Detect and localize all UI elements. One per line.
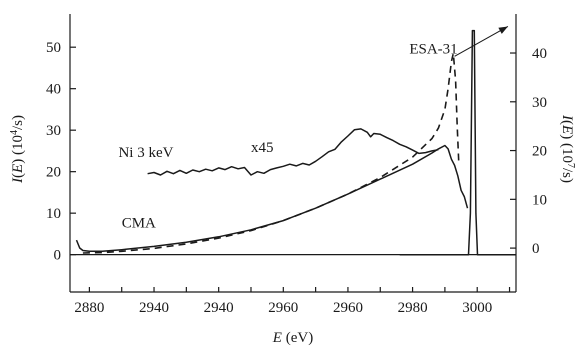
left-y-tick-label: 30	[46, 123, 61, 139]
x-tick-label: 2940	[204, 300, 234, 316]
series-group	[75, 29, 516, 256]
x-tick-label: 2940	[139, 300, 169, 316]
esa-arrowhead	[498, 26, 508, 34]
series-line-esa-31	[82, 52, 460, 254]
right-y-tick-label: 20	[532, 144, 547, 160]
series-line-ni-3-kev-x45	[147, 128, 439, 176]
right-y-tick-label: 10	[532, 192, 547, 208]
esa-annotation: ESA-31	[409, 41, 457, 57]
ni-annotation: Ni 3 keV	[118, 145, 173, 161]
right-y-tick-label: 40	[532, 46, 547, 62]
x-axis-title: E (eV)	[272, 330, 313, 346]
right-y-tick-label: 0	[532, 241, 540, 257]
x-tick-label: 2960	[268, 300, 298, 316]
left-y-axis-title: I(E) (104/s)	[9, 115, 27, 184]
left-y-tick-label: 50	[46, 40, 61, 56]
esa-arrow-line	[454, 25, 509, 57]
right-y-axis-title: I(E) (107/s)	[559, 114, 576, 183]
x-tick-label: 2980	[398, 300, 428, 316]
right-y-tick-label: 30	[532, 95, 547, 111]
tick-group: 0 10 20 30 40 50 0 10 20 30 40 2880 2940 2940 2960 2960…	[46, 40, 547, 316]
x-tick-label: 3000	[462, 300, 492, 316]
x-tick-label: 2880	[74, 300, 104, 316]
cma-annotation: CMA	[122, 216, 156, 232]
left-y-tick-label: 0	[54, 248, 62, 264]
series-line-elastic-peak	[399, 29, 516, 256]
left-y-tick-label: 40	[46, 82, 61, 98]
series-line-cma	[75, 144, 469, 253]
left-y-tick-label: 20	[46, 165, 61, 181]
x-tick-label: 2960	[333, 300, 363, 316]
left-y-tick-label: 10	[46, 206, 61, 222]
x45-annotation: x45	[251, 140, 274, 156]
